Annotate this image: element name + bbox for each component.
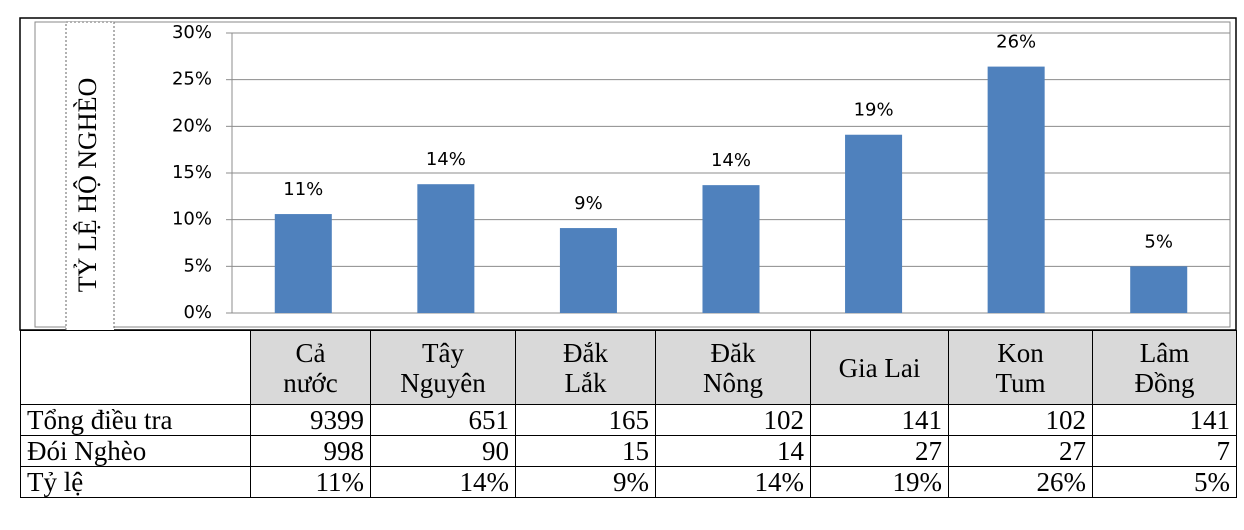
y-tick-label: 0%	[183, 302, 212, 323]
data-label: 9%	[574, 193, 603, 214]
data-label: 14%	[426, 149, 466, 170]
y-title-box	[65, 21, 115, 332]
data-label: 5%	[1144, 231, 1173, 252]
y-tick-label: 5%	[183, 255, 212, 276]
cell: 19%	[810, 466, 949, 498]
bar	[845, 134, 903, 313]
cell: 14	[655, 435, 811, 467]
header-cell: Cả nước	[250, 330, 371, 405]
cell: 14%	[370, 466, 516, 498]
header-text: Kon Tum	[995, 337, 1046, 398]
bar	[274, 214, 332, 313]
bar	[1130, 266, 1188, 313]
bar	[559, 228, 617, 313]
header-cell: Gia Lai	[810, 330, 949, 405]
header-text: Gia Lai	[838, 352, 921, 383]
cell: 141	[810, 404, 949, 436]
cell: 165	[515, 404, 656, 436]
header-blank	[20, 330, 251, 405]
bar	[702, 185, 760, 313]
cell: 27	[810, 435, 949, 467]
row-label: Tổng điều tra	[20, 404, 251, 436]
data-table: Cả nước Tây Nguyên Đắk Lắk Đăk Nông Gia Lai K…	[20, 330, 1237, 498]
cell: 5%	[1092, 466, 1237, 498]
header-text: Đắk Lắk	[563, 337, 608, 398]
y-tick-label: 25%	[172, 69, 212, 90]
bar	[987, 66, 1045, 313]
cell: 27	[948, 435, 1093, 467]
y-tick-label: 20%	[172, 115, 212, 136]
header-cell: Tây Nguyên	[370, 330, 516, 405]
cell: 102	[655, 404, 811, 436]
row-label: Tỷ lệ	[20, 466, 251, 498]
header-cell: Đăk Nông	[655, 330, 811, 405]
y-tick-label: 15%	[172, 162, 212, 183]
data-label: 19%	[854, 100, 894, 121]
cell: 26%	[948, 466, 1093, 498]
data-label: 11%	[283, 179, 323, 200]
header-text: Tây Nguyên	[400, 337, 486, 398]
header-text: Lâm Đồng	[1134, 337, 1195, 398]
header-text: Đăk Nông	[703, 337, 763, 398]
chart: TỶ LỆ HỘ NGHÈO 0% 5% 10% 15% 20% 25% 30% 11% 14%…	[19, 17, 1237, 332]
cell: 141	[1092, 404, 1237, 436]
cell: 998	[250, 435, 371, 467]
header-cell: Đắk Lắk	[515, 330, 656, 405]
header-cell: Kon Tum	[948, 330, 1093, 405]
cell: 651	[370, 404, 516, 436]
cell: 15	[515, 435, 656, 467]
table-row: Tỷ lệ 11% 14% 9% 14% 19% 26% 5%	[20, 466, 1237, 498]
header-text: Cả nước	[283, 337, 338, 398]
cell: 9%	[515, 466, 656, 498]
y-axis-title: TỶ LỆ HỘ NGHÈO	[73, 78, 102, 292]
cell: 90	[370, 435, 516, 467]
cell: 14%	[655, 466, 811, 498]
row-label: Đói Nghèo	[20, 435, 251, 467]
data-label: 26%	[996, 32, 1036, 53]
bar	[417, 184, 475, 313]
cell: 9399	[250, 404, 371, 436]
table-row: Tổng điều tra 9399 651 165 102 141 102 141	[20, 404, 1237, 436]
table-row: Đói Nghèo 998 90 15 14 27 27 7	[20, 435, 1237, 467]
header-row: Cả nước Tây Nguyên Đắk Lắk Đăk Nông Gia Lai K…	[20, 330, 1237, 405]
header-cell: Lâm Đồng	[1092, 330, 1237, 405]
cell: 7	[1092, 435, 1237, 467]
plot-frame	[34, 21, 1231, 328]
y-tick-label: 30%	[172, 22, 212, 43]
cell: 102	[948, 404, 1093, 436]
cell: 11%	[250, 466, 371, 498]
data-label: 14%	[711, 150, 751, 171]
y-tick-label: 10%	[172, 209, 212, 230]
